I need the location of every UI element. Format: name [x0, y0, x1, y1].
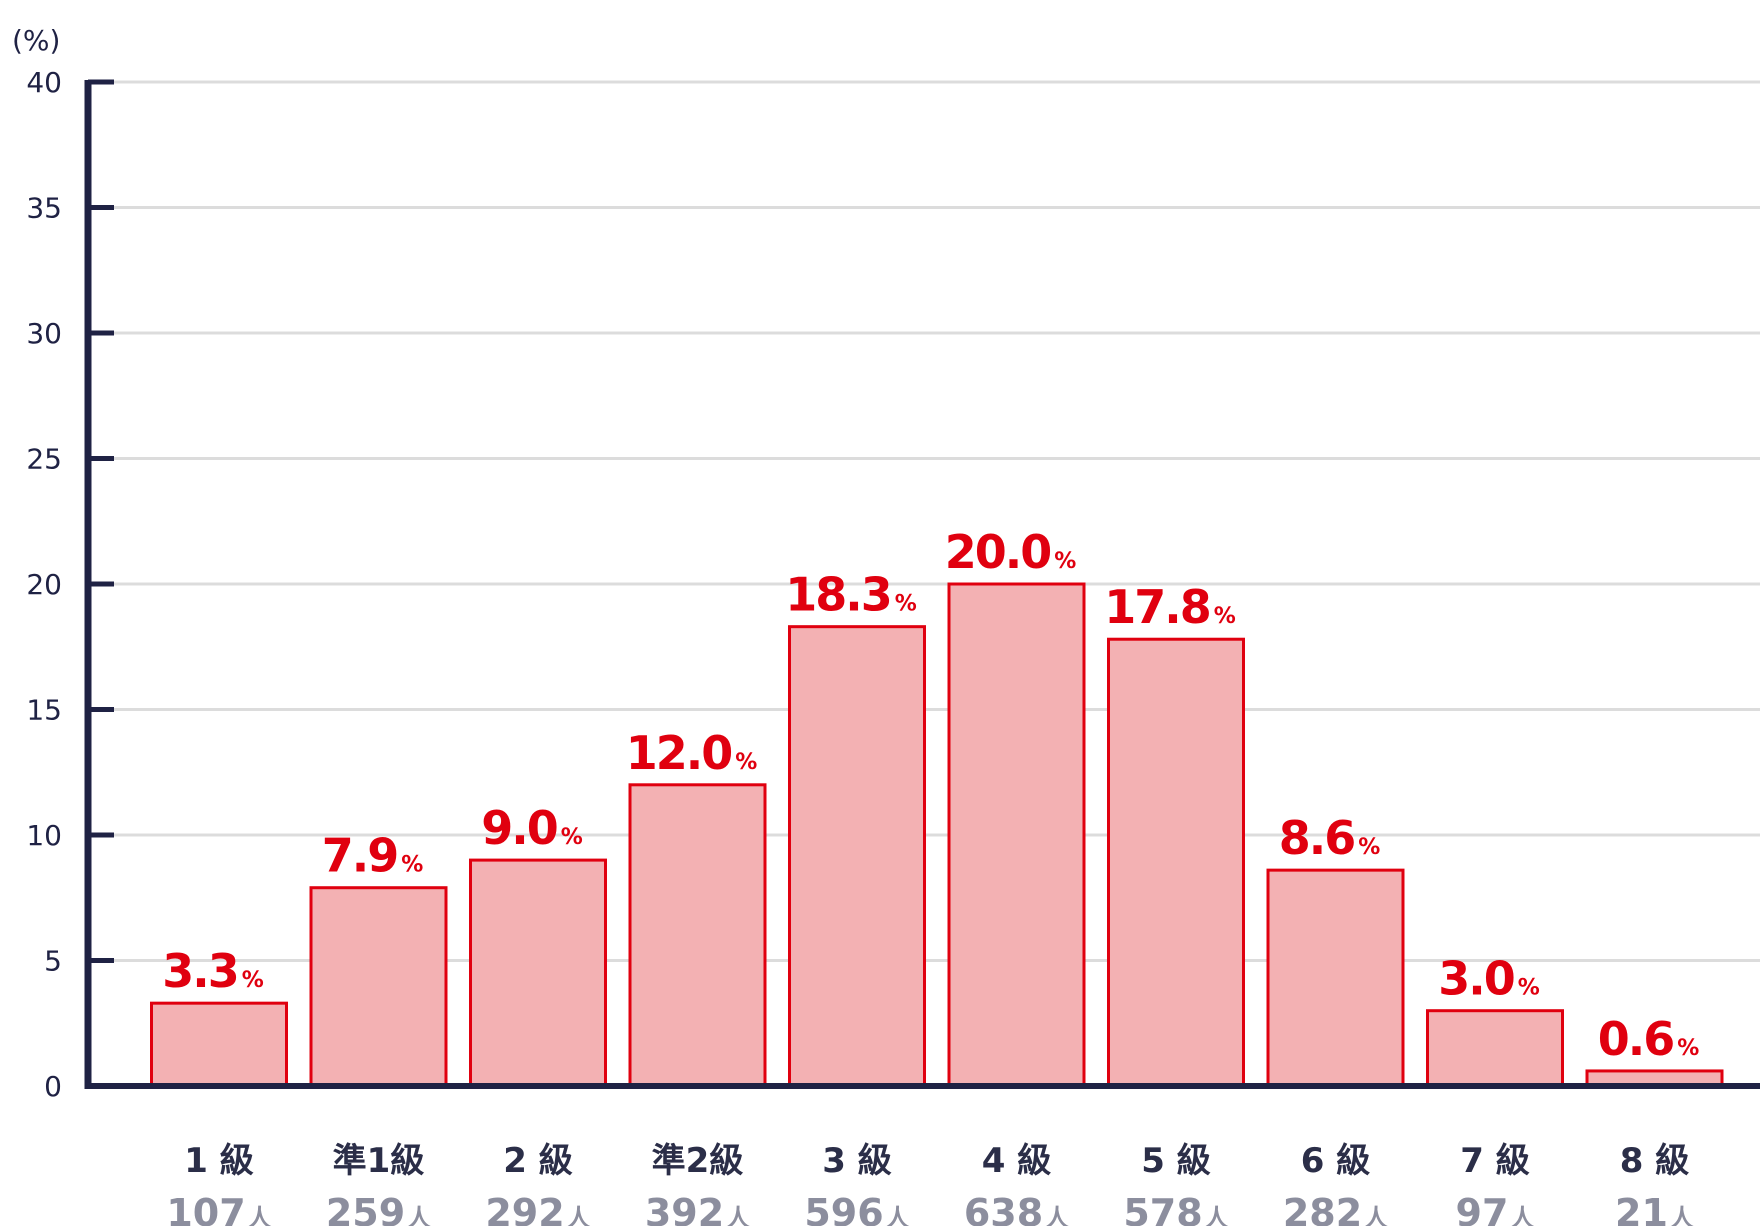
value-label: 18.3%	[785, 568, 917, 622]
category-label: 5 級	[1141, 1141, 1211, 1181]
y-tick-label: 20	[26, 568, 62, 601]
category-label: 準1級	[333, 1141, 425, 1181]
value-label: 12.0%	[626, 726, 758, 780]
category-label: 1 級	[184, 1141, 254, 1181]
count-label: 259人	[326, 1191, 431, 1226]
value-label-unit: %	[1214, 604, 1236, 629]
y-tick-label: 15	[26, 694, 62, 727]
value-label-unit: %	[561, 825, 583, 850]
count-number: 282	[1283, 1191, 1362, 1226]
count-unit: 人	[1045, 1204, 1069, 1226]
value-label-number: 9.0	[481, 801, 557, 855]
value-label: 17.8%	[1104, 580, 1236, 634]
bar	[788, 625, 926, 1088]
count-label: 638人	[964, 1191, 1069, 1226]
count-number: 596	[804, 1191, 883, 1226]
category-label: 7 級	[1460, 1141, 1530, 1181]
count-label: 21人	[1615, 1191, 1694, 1226]
count-unit: 人	[886, 1204, 910, 1226]
value-label: 20.0%	[945, 525, 1077, 579]
bar	[947, 582, 1086, 1088]
value-label-number: 0.6	[1598, 1012, 1674, 1066]
bar	[1266, 868, 1405, 1088]
value-label-number: 7.9	[322, 829, 398, 883]
value-label: 7.9%	[322, 829, 424, 883]
count-label: 282人	[1283, 1191, 1388, 1226]
value-label-number: 3.0	[1438, 952, 1514, 1006]
category-label: 準2級	[652, 1141, 744, 1181]
bar-layer	[150, 582, 1724, 1088]
value-label-unit: %	[1054, 549, 1076, 574]
count-label: 107人	[166, 1191, 271, 1226]
value-label: 3.0%	[1438, 952, 1540, 1006]
count-number: 292	[485, 1191, 564, 1226]
category-label: 6 級	[1301, 1141, 1371, 1181]
count-label: 578人	[1123, 1191, 1228, 1226]
category-label: 4 級	[982, 1141, 1052, 1181]
count-unit: 人	[1205, 1204, 1229, 1226]
count-number: 107	[166, 1191, 245, 1226]
value-label: 9.0%	[481, 801, 583, 855]
category-label: 8 級	[1620, 1141, 1690, 1181]
count-unit: 人	[1364, 1204, 1388, 1226]
value-label-number: 17.8	[1104, 580, 1210, 634]
value-label: 0.6%	[1598, 1012, 1700, 1066]
grid-layer	[112, 80, 1760, 962]
value-label-unit: %	[242, 968, 264, 993]
bar	[628, 783, 767, 1088]
y-tick-label: 35	[26, 192, 62, 225]
y-tick-label: 25	[26, 443, 62, 476]
count-unit: 人	[726, 1204, 750, 1226]
category-label: 2 級	[503, 1141, 573, 1181]
value-label-unit: %	[1518, 976, 1540, 1001]
value-label-number: 20.0	[945, 525, 1051, 579]
count-unit: 人	[567, 1204, 591, 1226]
count-number: 638	[964, 1191, 1043, 1226]
count-label: 97人	[1456, 1191, 1535, 1226]
value-label-number: 18.3	[785, 568, 891, 622]
y-tick-label: 40	[26, 66, 62, 99]
bar	[1107, 637, 1245, 1088]
y-tick-label: 30	[26, 317, 62, 350]
value-label-unit: %	[1677, 1036, 1699, 1061]
y-tick-label: 10	[26, 819, 62, 852]
y-axis-unit-label: (%)	[12, 24, 60, 57]
y-tick-label: 0	[44, 1070, 62, 1103]
value-label-unit: %	[401, 853, 423, 878]
bar	[469, 858, 607, 1088]
category-label: 3 級	[822, 1141, 892, 1181]
value-label-number: 3.3	[162, 944, 238, 998]
count-number: 392	[645, 1191, 724, 1226]
bar	[1426, 1009, 1564, 1088]
y-tick-label: 5	[44, 945, 62, 978]
count-unit: 人	[407, 1204, 431, 1226]
count-number: 21	[1615, 1191, 1668, 1226]
count-number: 259	[326, 1191, 405, 1226]
value-label-number: 12.0	[626, 726, 732, 780]
count-unit: 人	[248, 1204, 272, 1226]
count-number: 578	[1123, 1191, 1202, 1226]
value-label: 8.6%	[1279, 811, 1381, 865]
value-label-unit: %	[1358, 835, 1380, 860]
count-label: 392人	[645, 1191, 750, 1226]
count-unit: 人	[1510, 1204, 1534, 1226]
bar	[150, 1001, 288, 1088]
axis-layer	[84, 79, 1760, 1089]
value-label: 3.3%	[162, 944, 264, 998]
count-unit: 人	[1670, 1204, 1694, 1226]
count-label: 596人	[804, 1191, 909, 1226]
value-label-number: 8.6	[1279, 811, 1355, 865]
bar	[309, 886, 448, 1088]
value-label-unit: %	[735, 750, 757, 775]
count-label: 292人	[485, 1191, 590, 1226]
value-label-unit: %	[895, 592, 917, 617]
count-number: 97	[1456, 1191, 1509, 1226]
